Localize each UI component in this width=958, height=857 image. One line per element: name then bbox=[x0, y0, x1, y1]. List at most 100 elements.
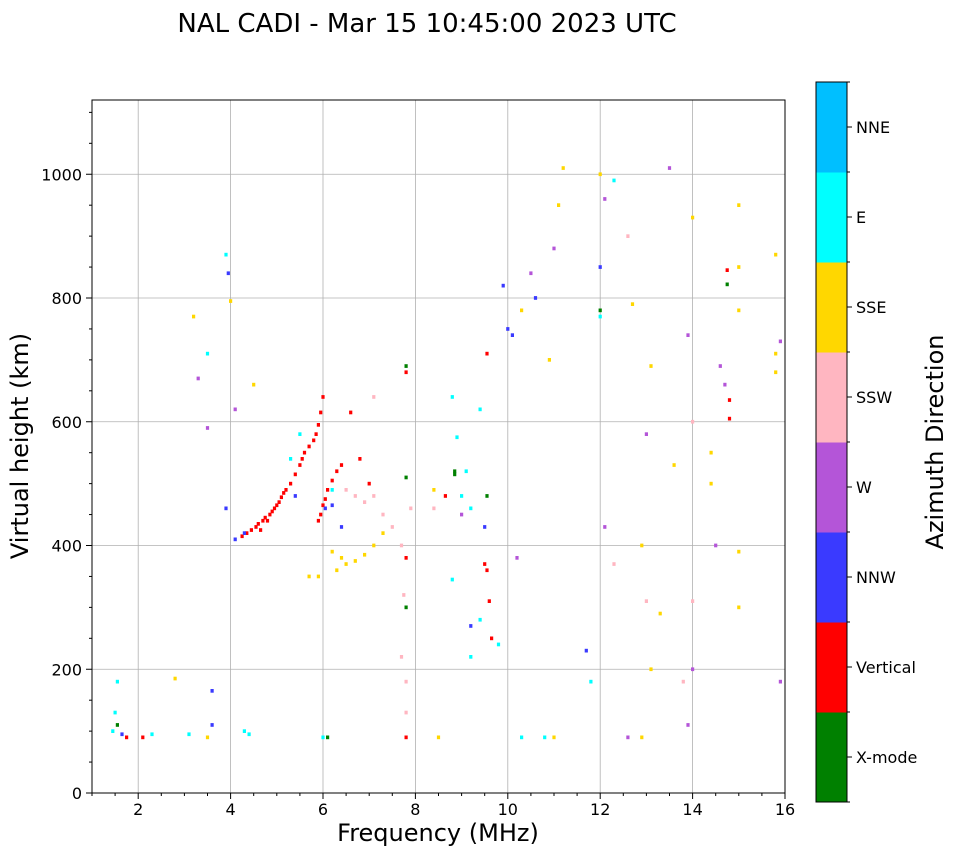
echo-point-sse bbox=[649, 667, 653, 672]
echo-point-vertical bbox=[316, 518, 320, 523]
echo-point-vertical bbox=[272, 506, 277, 511]
echo-point-vertical bbox=[293, 472, 297, 477]
echo-point-sse bbox=[307, 574, 311, 579]
echo-point-e bbox=[150, 732, 154, 737]
echo-point-vertical bbox=[485, 568, 489, 573]
echo-point-vertical bbox=[314, 432, 318, 436]
echo-point-sse bbox=[649, 364, 653, 368]
echo-point-vertical bbox=[261, 518, 265, 523]
echo-point-e bbox=[242, 729, 246, 733]
echo-point-vertical bbox=[265, 518, 270, 523]
echo-point-w bbox=[626, 735, 630, 740]
echo-point-vertical bbox=[275, 503, 279, 508]
echo-point-vertical bbox=[321, 395, 325, 399]
echo-point-e bbox=[598, 314, 602, 319]
echo-point-x-mode bbox=[598, 308, 602, 313]
grid-lines bbox=[92, 100, 785, 793]
echo-point-ssw bbox=[390, 525, 394, 529]
echo-point-vertical bbox=[725, 268, 729, 272]
echo-point-vertical bbox=[282, 491, 286, 495]
x-axis-label: Frequency (MHz) bbox=[337, 819, 539, 847]
x-tick-label: 2 bbox=[133, 800, 143, 819]
echo-point-e bbox=[478, 407, 482, 412]
echo-point-vertical bbox=[323, 497, 327, 501]
echo-point-sse bbox=[330, 549, 334, 554]
colorbar-frame bbox=[815, 81, 848, 803]
x-tick-label: 12 bbox=[590, 800, 610, 819]
colorbar-segment bbox=[816, 532, 847, 623]
x-tick-label: 10 bbox=[498, 800, 518, 819]
echo-point-sse bbox=[640, 543, 644, 548]
echo-point-e bbox=[496, 642, 501, 647]
azimuth-colorbar: X-mode Vertical NNW W SSW SSE E NNE bbox=[815, 81, 917, 803]
x-tick-label: 6 bbox=[318, 800, 328, 819]
echo-point-sse bbox=[737, 203, 741, 207]
colorbar-segment bbox=[816, 172, 847, 263]
echo-point-w bbox=[552, 246, 556, 251]
echo-point-nnw bbox=[510, 333, 514, 337]
echo-point-sse bbox=[344, 562, 348, 566]
x-tick-label: 16 bbox=[775, 800, 795, 819]
colorbar-segment bbox=[816, 622, 847, 713]
echo-point-e bbox=[520, 735, 524, 740]
echo-point-vertical bbox=[367, 481, 371, 486]
echo-point-e bbox=[455, 435, 459, 440]
echo-point-e bbox=[464, 469, 468, 474]
colorbar-tick-label: E bbox=[856, 208, 866, 227]
echo-point-e bbox=[450, 395, 454, 399]
echo-point-vertical bbox=[326, 488, 330, 492]
echo-point-e bbox=[469, 655, 473, 659]
echo-point-sse bbox=[672, 463, 676, 467]
echo-point-ssw bbox=[372, 494, 376, 498]
colorbar-segment bbox=[816, 352, 847, 443]
echo-point-w bbox=[667, 166, 672, 170]
echo-point-vertical bbox=[443, 494, 447, 498]
echo-point-vertical bbox=[263, 515, 267, 520]
echo-point-sse bbox=[339, 556, 344, 560]
echo-point-e bbox=[205, 351, 210, 356]
echo-point-ssw bbox=[691, 599, 695, 603]
y-tick-label: 0 bbox=[72, 784, 82, 803]
echo-point-nnw bbox=[226, 271, 230, 276]
echo-point-vertical bbox=[404, 556, 408, 560]
echo-point-vertical bbox=[358, 457, 362, 461]
echo-point-sse bbox=[436, 735, 441, 740]
echo-point-x-mode bbox=[453, 469, 457, 474]
colorbar-tick-label: NNW bbox=[856, 568, 896, 587]
echo-point-sse bbox=[381, 531, 385, 535]
echo-point-e bbox=[330, 488, 334, 492]
echo-point-nnw bbox=[506, 327, 510, 331]
echo-point-nnw bbox=[339, 525, 344, 529]
echo-point-sse bbox=[737, 265, 741, 269]
echo-point-vertical bbox=[249, 528, 253, 532]
echo-point-sse bbox=[316, 574, 320, 579]
echo-point-sse bbox=[547, 358, 551, 362]
echo-point-ssw bbox=[626, 234, 630, 238]
echo-point-w bbox=[603, 197, 607, 201]
colorbar-segment bbox=[816, 712, 847, 803]
y-tick-label: 600 bbox=[51, 413, 82, 432]
echo-point-sse bbox=[353, 559, 357, 563]
echo-point-ssw bbox=[372, 395, 376, 399]
echo-point-vertical bbox=[487, 599, 491, 603]
echo-point-vertical bbox=[277, 500, 281, 504]
colorbar-tick-label: Vertical bbox=[856, 658, 916, 677]
echo-point-w bbox=[686, 333, 690, 337]
echo-point-vertical bbox=[302, 450, 307, 455]
echo-point-e bbox=[469, 506, 473, 511]
echo-point-sse bbox=[709, 481, 713, 486]
echo-point-e bbox=[111, 729, 115, 733]
echo-point-vertical bbox=[349, 410, 353, 415]
echo-point-sse bbox=[737, 308, 741, 313]
echo-point-sse bbox=[737, 549, 741, 554]
colorbar-segment bbox=[816, 442, 847, 533]
echo-point-w bbox=[714, 543, 718, 548]
echo-point-vertical bbox=[335, 469, 339, 474]
echo-point-ssw bbox=[691, 419, 695, 424]
echo-point-x-mode bbox=[404, 605, 408, 610]
echo-point-nnw bbox=[501, 283, 505, 288]
echo-point-e bbox=[450, 577, 454, 582]
echo-point-nnw bbox=[242, 531, 246, 535]
echo-point-ssw bbox=[612, 562, 616, 566]
echo-point-sse bbox=[561, 166, 565, 170]
